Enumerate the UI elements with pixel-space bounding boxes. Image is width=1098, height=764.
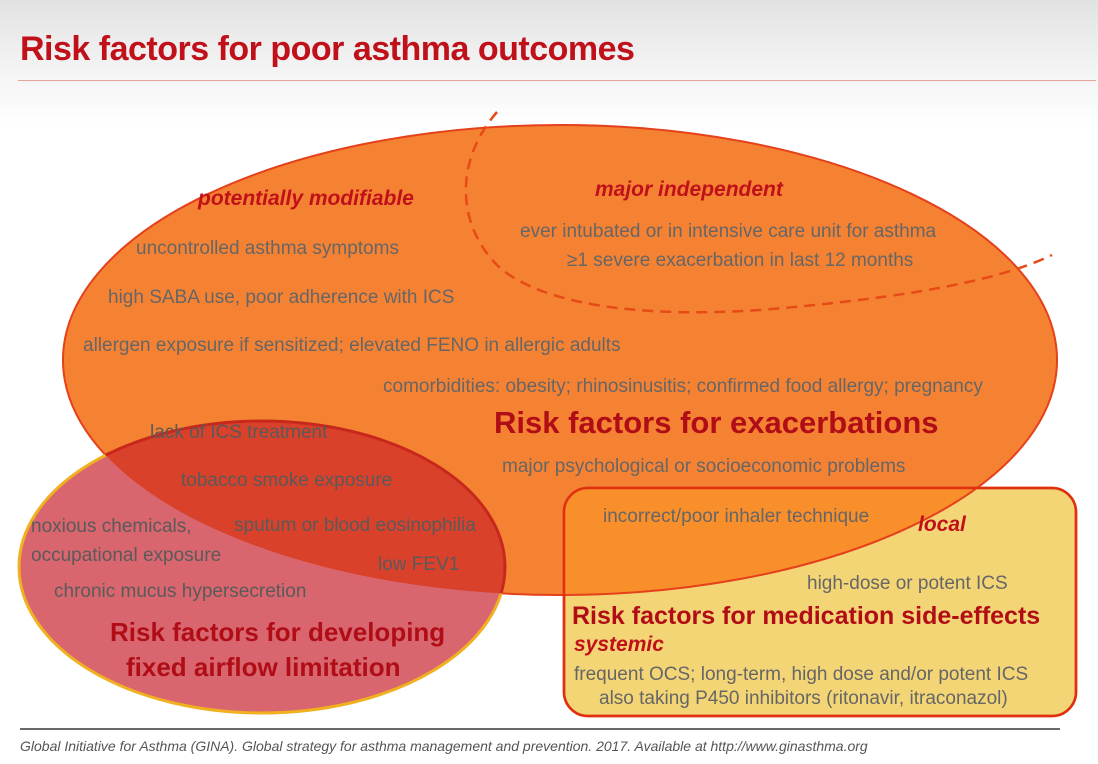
overlap-item: sputum or blood eosinophilia bbox=[234, 515, 476, 536]
fixed-airflow-item: noxious chemicals, bbox=[31, 516, 192, 537]
systemic-label: systemic bbox=[574, 633, 664, 656]
modifiable-item: allergen exposure if sensitized; elevate… bbox=[83, 335, 621, 356]
modifiable-item: major psychological or socioeconomic pro… bbox=[502, 456, 906, 477]
fixed-airflow-item: occupational exposure bbox=[31, 545, 222, 566]
page-title: Risk factors for poor asthma outcomes bbox=[20, 30, 635, 68]
fixed-airflow-heading: Risk factors for developing bbox=[110, 617, 446, 647]
title-divider bbox=[18, 80, 1096, 81]
major-independent-boundary bbox=[464, 111, 1053, 314]
potentially-modifiable-label: potentially modifiable bbox=[198, 187, 414, 210]
overlap-item: lack of ICS treatment bbox=[150, 422, 328, 443]
local-label: local bbox=[918, 513, 966, 536]
major-independent-label: major independent bbox=[595, 178, 783, 201]
footer-divider bbox=[20, 728, 1060, 730]
modifiable-item: comorbidities: obesity; rhinosinusitis; … bbox=[383, 376, 983, 397]
fixed-airflow-heading-line2: fixed airflow limitation bbox=[126, 652, 401, 682]
systemic-item: also taking P450 inhibitors (ritonavir, … bbox=[599, 688, 1008, 709]
side-effects-heading: Risk factors for medication side-effects bbox=[572, 602, 1041, 630]
title-bar: Risk factors for poor asthma outcomes bbox=[0, 0, 1098, 128]
overlap-item: tobacco smoke exposure bbox=[181, 470, 393, 491]
citation-footer: Global Initiative for Asthma (GINA). Glo… bbox=[20, 738, 868, 754]
major-independent-item: ≥1 severe exacerbation in last 12 months bbox=[567, 250, 914, 271]
side-effects-outline bbox=[562, 486, 1078, 718]
side-effects-shared-item: incorrect/poor inhaler technique bbox=[603, 506, 870, 527]
modifiable-item: high SABA use, poor adherence with ICS bbox=[108, 287, 455, 308]
overlap-item: low FEV1 bbox=[378, 554, 460, 575]
fixed-airflow-item: chronic mucus hypersecretion bbox=[54, 581, 307, 602]
major-independent-item: ever intubated or in intensive care unit… bbox=[520, 221, 937, 242]
exacerbations-heading: Risk factors for exacerbations bbox=[494, 405, 939, 440]
local-item: high-dose or potent ICS bbox=[807, 573, 1008, 594]
modifiable-item: uncontrolled asthma symptoms bbox=[136, 238, 399, 259]
systemic-item: frequent OCS; long-term, high dose and/o… bbox=[574, 664, 1029, 685]
fixed-airflow-outline bbox=[63, 419, 507, 595]
